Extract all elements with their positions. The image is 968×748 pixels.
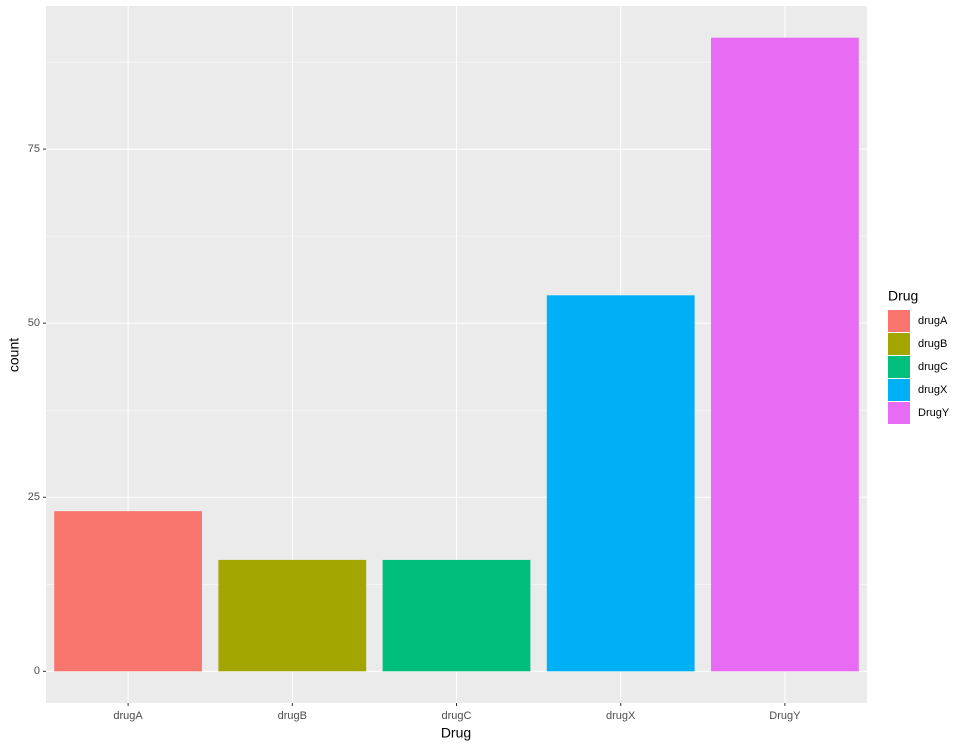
x-tick-label: DrugY bbox=[769, 710, 801, 722]
bar bbox=[218, 559, 367, 672]
y-tick-label: 75 bbox=[28, 143, 40, 155]
legend-label: drugA bbox=[918, 315, 948, 327]
y-axis-title: count bbox=[6, 338, 22, 372]
legend-key bbox=[888, 310, 910, 332]
legend-label: drugB bbox=[918, 338, 947, 350]
legend-key bbox=[888, 379, 910, 401]
x-tick-label: drugA bbox=[113, 710, 143, 722]
y-tick-label: 0 bbox=[34, 665, 40, 677]
bar bbox=[711, 37, 859, 672]
legend-key bbox=[888, 356, 910, 378]
bar bbox=[54, 511, 202, 672]
legend-title: Drug bbox=[888, 288, 918, 304]
legend-key bbox=[888, 333, 910, 355]
y-tick-label: 50 bbox=[28, 317, 40, 329]
x-axis-title: Drug bbox=[441, 725, 471, 741]
x-tick-label: drugX bbox=[606, 710, 636, 722]
legend-label: drugX bbox=[918, 384, 948, 396]
x-tick-label: drugB bbox=[278, 710, 307, 722]
y-tick-label: 25 bbox=[28, 491, 40, 503]
x-tick-label: drugC bbox=[442, 710, 472, 722]
legend-label: DrugY bbox=[918, 407, 950, 419]
legend-label: drugC bbox=[918, 361, 948, 373]
bar bbox=[382, 559, 531, 672]
bar bbox=[546, 295, 695, 672]
legend-key bbox=[888, 402, 910, 424]
